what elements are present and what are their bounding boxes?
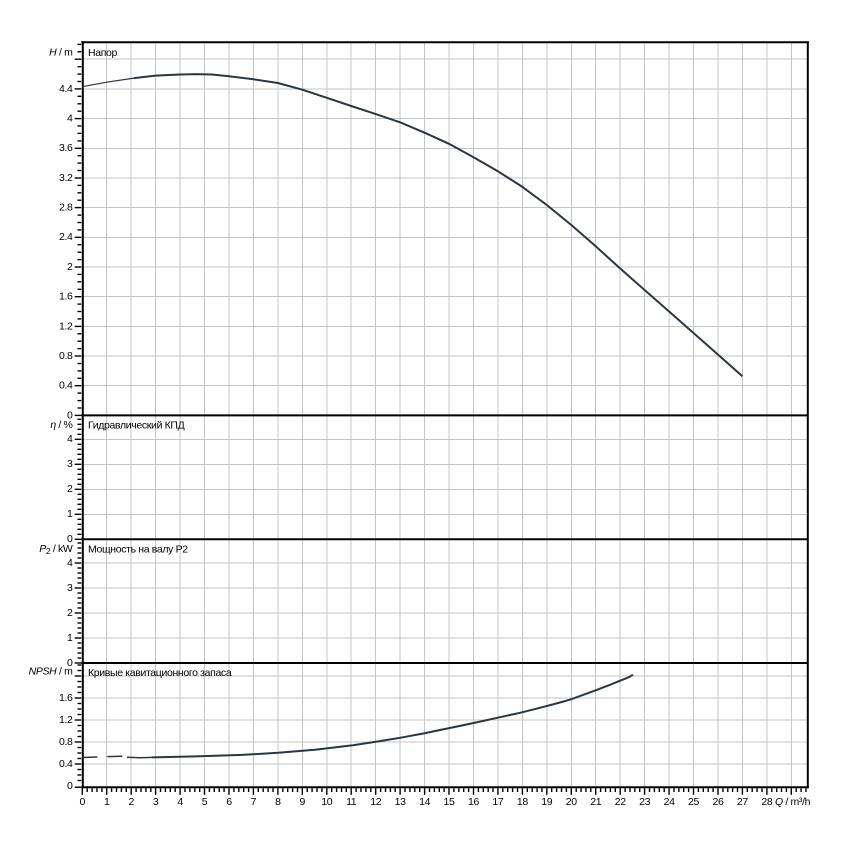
svg-text:26: 26 xyxy=(713,796,724,808)
svg-text:8: 8 xyxy=(275,796,281,808)
svg-text:2: 2 xyxy=(67,607,73,619)
svg-text:0: 0 xyxy=(80,796,86,808)
svg-text:0: 0 xyxy=(67,533,73,545)
svg-text:0: 0 xyxy=(67,409,73,421)
svg-text:2: 2 xyxy=(128,796,134,808)
svg-text:4: 4 xyxy=(67,433,73,445)
svg-text:6: 6 xyxy=(226,796,232,808)
svg-text:Гидравлический КПД: Гидравлический КПД xyxy=(88,419,185,431)
svg-text:Напор: Напор xyxy=(88,47,118,59)
svg-text:1: 1 xyxy=(67,632,73,644)
svg-text:2: 2 xyxy=(67,261,73,273)
svg-text:3.6: 3.6 xyxy=(59,142,73,154)
svg-text:2.4: 2.4 xyxy=(59,231,73,243)
svg-text:11: 11 xyxy=(346,796,357,808)
svg-text:7: 7 xyxy=(251,796,257,808)
svg-text:0.8: 0.8 xyxy=(59,736,73,748)
svg-text:14: 14 xyxy=(419,796,430,808)
svg-text:P2 / kW: P2 / kW xyxy=(39,543,73,556)
svg-text:1: 1 xyxy=(104,796,110,808)
svg-text:Кривые кавитационного запаса: Кривые кавитационного запаса xyxy=(88,667,232,679)
svg-text:2.8: 2.8 xyxy=(59,202,73,214)
svg-text:9: 9 xyxy=(300,796,306,808)
svg-text:12: 12 xyxy=(370,796,381,808)
svg-text:13: 13 xyxy=(395,796,406,808)
svg-text:4: 4 xyxy=(177,796,183,808)
svg-text:21: 21 xyxy=(590,796,601,808)
svg-text:1.2: 1.2 xyxy=(59,320,73,332)
svg-text:1.2: 1.2 xyxy=(59,714,73,726)
svg-text:15: 15 xyxy=(444,796,455,808)
svg-text:17: 17 xyxy=(492,796,503,808)
svg-text:0.4: 0.4 xyxy=(59,380,73,392)
svg-text:10: 10 xyxy=(321,796,332,808)
svg-text:19: 19 xyxy=(541,796,552,808)
svg-text:Q / m³/h: Q / m³/h xyxy=(775,796,811,808)
svg-text:0: 0 xyxy=(67,780,73,792)
svg-text:0.8: 0.8 xyxy=(59,350,73,362)
svg-text:22: 22 xyxy=(615,796,626,808)
svg-text:H / m: H / m xyxy=(49,46,73,58)
svg-text:20: 20 xyxy=(566,796,577,808)
svg-text:23: 23 xyxy=(639,796,650,808)
svg-text:3: 3 xyxy=(153,796,159,808)
svg-text:0.4: 0.4 xyxy=(59,758,73,770)
svg-text:0: 0 xyxy=(67,657,73,669)
svg-text:1.6: 1.6 xyxy=(59,692,73,704)
svg-text:η / %: η / % xyxy=(50,419,72,431)
svg-text:1.6: 1.6 xyxy=(59,291,73,303)
svg-text:3.2: 3.2 xyxy=(59,172,73,184)
svg-text:4.4: 4.4 xyxy=(59,83,73,95)
svg-text:24: 24 xyxy=(664,796,675,808)
svg-text:Мощность на валу P2: Мощность на валу P2 xyxy=(88,544,188,556)
svg-text:4: 4 xyxy=(67,113,73,125)
svg-text:3: 3 xyxy=(67,458,73,470)
svg-text:4: 4 xyxy=(67,557,73,569)
svg-text:25: 25 xyxy=(688,796,699,808)
svg-text:5: 5 xyxy=(202,796,208,808)
svg-text:27: 27 xyxy=(737,796,748,808)
svg-text:16: 16 xyxy=(468,796,479,808)
svg-text:18: 18 xyxy=(517,796,528,808)
svg-text:2: 2 xyxy=(67,483,73,495)
svg-text:28: 28 xyxy=(761,796,772,808)
svg-text:1: 1 xyxy=(67,508,73,520)
svg-text:NPSH / m: NPSH / m xyxy=(29,666,73,678)
svg-text:3: 3 xyxy=(67,582,73,594)
